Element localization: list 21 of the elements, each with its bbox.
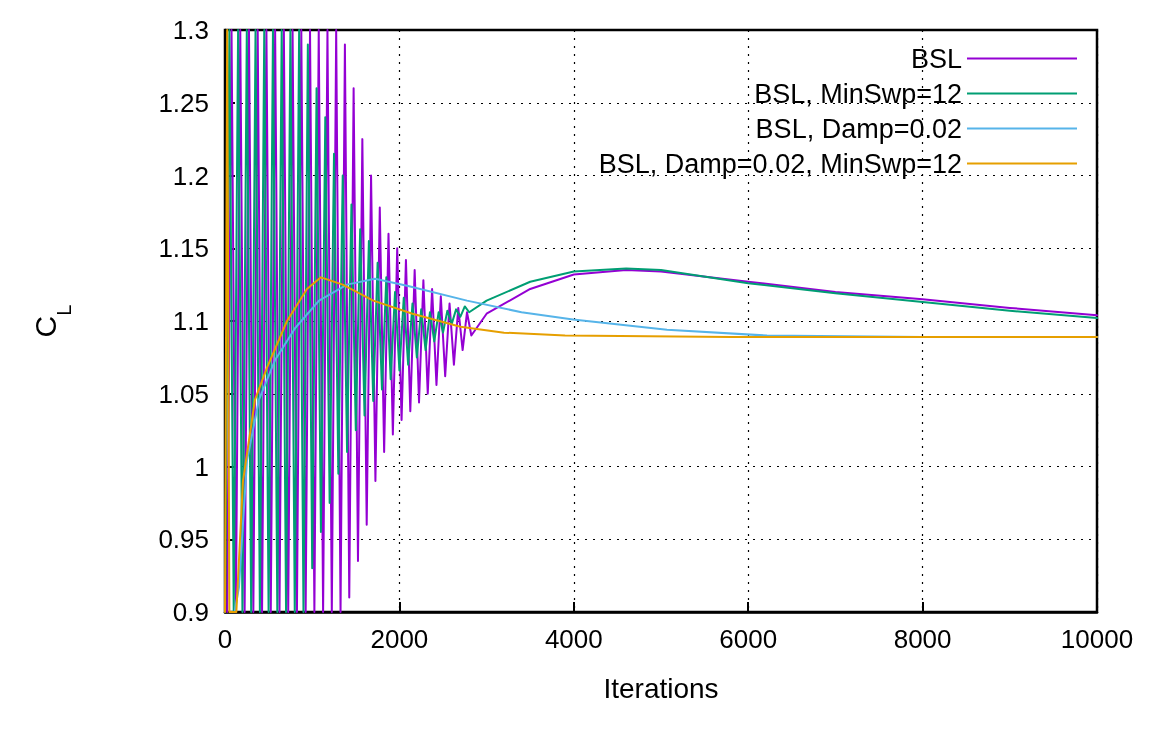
x-tick-label: 6000 [719, 624, 778, 654]
legend-label: BSL, Damp=0.02 [755, 113, 962, 144]
x-axis-title: Iterations [603, 672, 719, 704]
legend-label: BSL, Damp=0.02, MinSwp=12 [598, 148, 962, 179]
y-tick-label: 0.9 [172, 597, 209, 627]
y-tick-label: 1 [194, 451, 209, 482]
y-tick-label: 1.15 [158, 233, 209, 264]
legend-label: BSL [910, 43, 962, 74]
x-tick-label: 4000 [544, 624, 603, 654]
x-tick-label: 8000 [893, 624, 952, 654]
y-axis-title: CL [28, 304, 75, 338]
y-tick-label: 0.95 [158, 524, 209, 555]
y-tick-label: 1.05 [158, 378, 209, 409]
legend-label: BSL, MinSwp=12 [754, 78, 962, 109]
y-tick-label: 1.2 [172, 160, 209, 191]
x-tick-label: 2000 [370, 624, 429, 654]
y-tick-label: 1.1 [172, 306, 209, 336]
x-tick-label: 10000 [1060, 624, 1134, 654]
y-tick-label: 1.25 [158, 87, 209, 118]
y-tick-label: 1.3 [172, 15, 209, 45]
x-tick-label: 0 [217, 624, 233, 654]
